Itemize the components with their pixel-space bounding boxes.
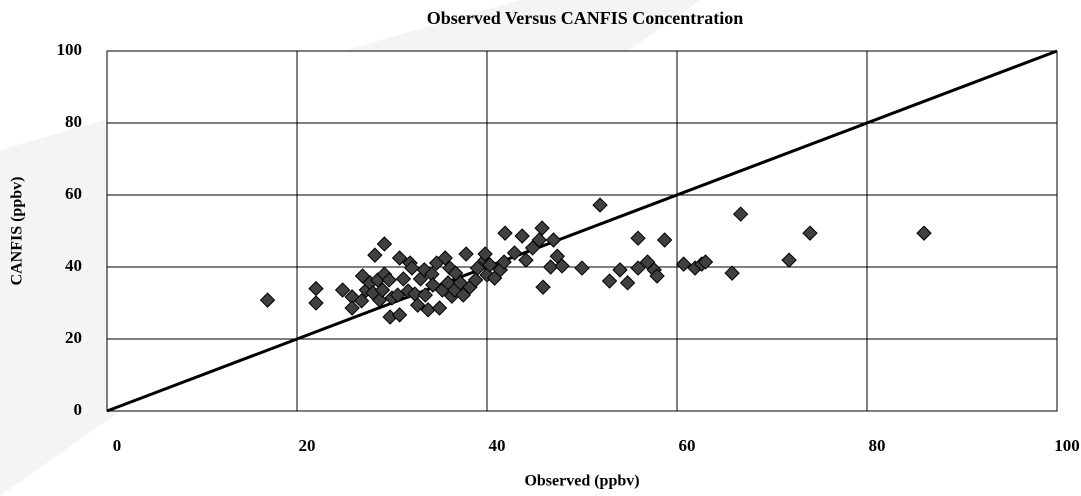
point	[649, 268, 665, 284]
x-tick-label: 20	[299, 436, 316, 455]
point	[431, 300, 448, 316]
point	[334, 282, 351, 298]
point	[404, 260, 420, 276]
x-tick-label: 100	[1054, 436, 1080, 455]
point	[619, 275, 636, 291]
x-tick-label: 40	[489, 436, 506, 455]
point	[467, 272, 484, 288]
point	[781, 252, 797, 268]
point	[395, 271, 412, 287]
x-tick-label: 0	[113, 436, 122, 455]
y-tick-label: 80	[65, 112, 82, 131]
point	[497, 225, 513, 241]
point	[374, 282, 391, 298]
point	[381, 272, 397, 288]
point	[259, 292, 276, 308]
x-tick-label: 80	[869, 436, 886, 455]
point	[496, 254, 512, 270]
y-tick-label: 100	[57, 40, 83, 59]
point	[675, 256, 692, 272]
point	[458, 246, 474, 262]
point	[916, 225, 932, 241]
point	[697, 254, 714, 270]
point	[391, 307, 408, 323]
point	[545, 232, 562, 248]
chart-title: Observed Versus CANFIS Concentration	[427, 8, 744, 28]
point	[469, 260, 486, 276]
point	[437, 250, 453, 266]
point	[482, 257, 498, 273]
point	[601, 273, 618, 289]
point	[376, 236, 393, 252]
x-axis-label: Observed (ppbv)	[524, 473, 639, 490]
point	[732, 206, 749, 222]
point	[542, 259, 559, 275]
point	[477, 246, 493, 262]
point	[391, 250, 408, 266]
point	[534, 220, 550, 236]
point	[531, 232, 547, 248]
point	[506, 245, 523, 261]
y-axis-label: CANFIS (ppbv)	[9, 177, 26, 286]
point	[630, 230, 646, 246]
point	[574, 260, 590, 276]
point	[417, 287, 433, 303]
point	[592, 197, 608, 213]
point	[308, 295, 324, 311]
point	[535, 279, 551, 295]
point	[409, 297, 426, 313]
point	[802, 225, 818, 241]
y-tick-label: 20	[65, 328, 82, 347]
point	[367, 247, 383, 263]
point	[630, 260, 646, 276]
point	[344, 300, 360, 316]
point	[518, 252, 534, 268]
point	[724, 265, 740, 281]
reference-line	[106, 49, 1058, 413]
point	[612, 262, 628, 278]
point	[554, 258, 570, 274]
point	[353, 293, 370, 309]
point	[514, 228, 530, 244]
point	[656, 232, 673, 248]
y-tick-label: 0	[74, 400, 83, 419]
y-tick-label: 40	[65, 256, 82, 275]
y-tick-label: 60	[65, 184, 82, 203]
x-tick-label: 60	[679, 436, 696, 455]
